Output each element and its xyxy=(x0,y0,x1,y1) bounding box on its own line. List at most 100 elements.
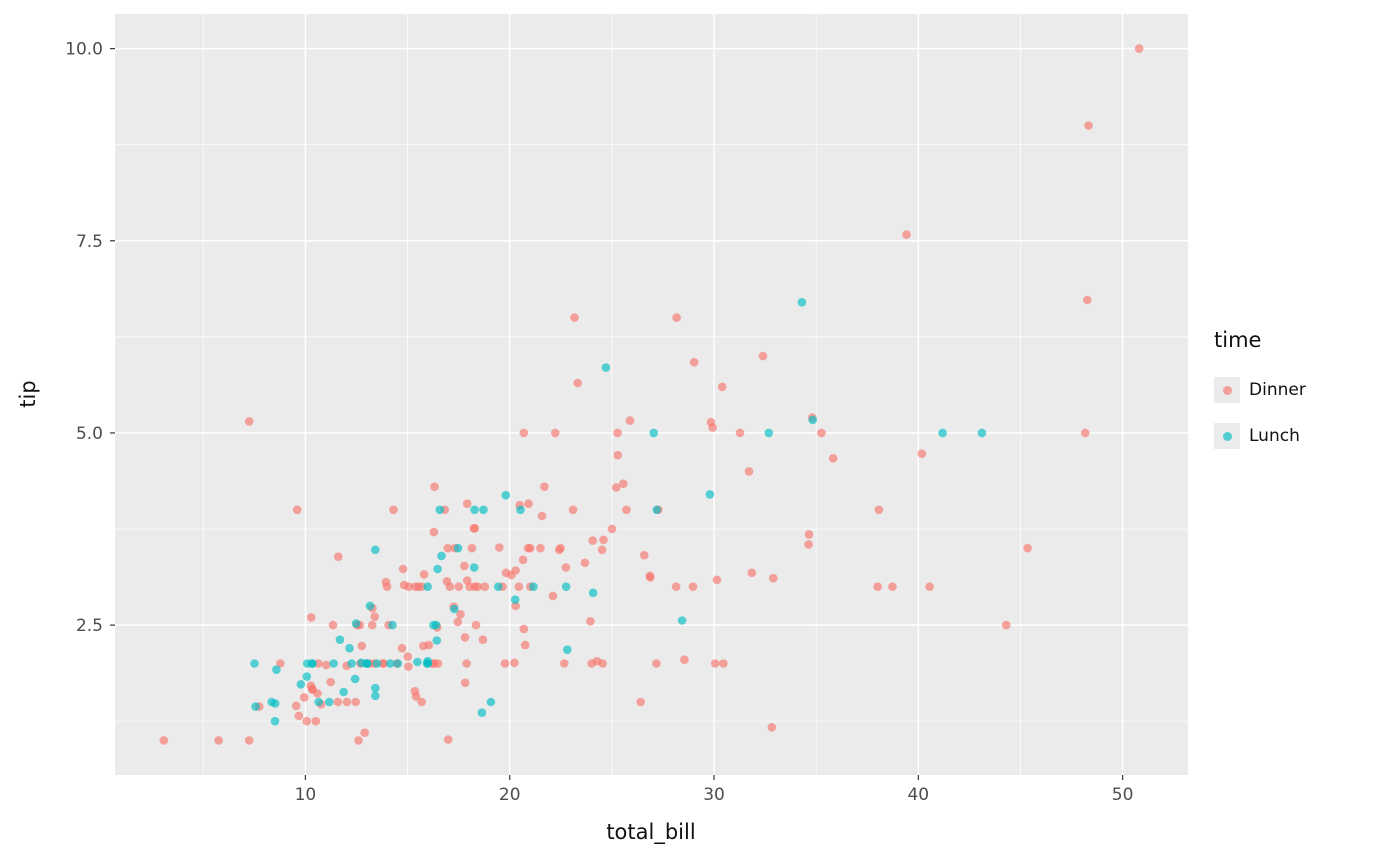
data-point xyxy=(437,551,446,561)
data-point xyxy=(706,417,716,427)
data-point xyxy=(462,576,472,585)
data-point xyxy=(460,678,470,688)
data-point xyxy=(580,558,590,568)
data-point xyxy=(560,659,569,668)
data-point xyxy=(417,697,427,707)
data-point xyxy=(385,659,395,668)
x-tick-label: 30 xyxy=(703,785,725,805)
data-point xyxy=(292,505,302,515)
data-point xyxy=(652,505,662,515)
data-point xyxy=(519,428,529,438)
data-point xyxy=(514,582,524,591)
data-point xyxy=(339,687,348,697)
data-point xyxy=(325,697,334,707)
data-point xyxy=(314,697,324,707)
data-point xyxy=(371,545,380,555)
data-point xyxy=(507,570,516,580)
data-point xyxy=(419,570,429,579)
grid-minor xyxy=(115,14,1188,775)
data-point xyxy=(563,645,572,654)
data-point xyxy=(351,697,361,707)
data-point xyxy=(1084,121,1093,130)
legend-key-lunch xyxy=(1214,423,1240,449)
data-point xyxy=(351,619,361,628)
data-point xyxy=(649,428,658,438)
data-point xyxy=(429,527,439,537)
data-point xyxy=(486,697,496,707)
data-point xyxy=(570,313,579,322)
data-point xyxy=(335,635,345,644)
data-point xyxy=(672,313,681,322)
data-point xyxy=(270,716,280,726)
data-point xyxy=(573,378,582,388)
data-point xyxy=(636,697,645,707)
data-point xyxy=(250,659,259,668)
data-point xyxy=(403,652,413,661)
data-point xyxy=(454,582,464,591)
data-point xyxy=(347,659,356,668)
data-point xyxy=(510,595,520,604)
data-point xyxy=(529,582,538,591)
data-point xyxy=(367,620,377,630)
legend-label-lunch: Lunch xyxy=(1249,426,1300,446)
data-point xyxy=(519,624,529,634)
data-point xyxy=(307,613,316,622)
data-point xyxy=(717,382,727,392)
x-tick-label: 10 xyxy=(295,785,317,805)
data-point xyxy=(365,601,375,611)
data-point xyxy=(917,449,927,459)
data-point xyxy=(450,604,459,614)
data-point xyxy=(244,417,254,426)
data-point xyxy=(710,659,720,668)
data-point xyxy=(767,723,777,732)
data-point xyxy=(613,450,623,460)
data-point xyxy=(445,582,455,591)
legend-label-dinner: Dinner xyxy=(1249,380,1306,400)
data-point xyxy=(518,555,528,565)
data-point xyxy=(462,499,472,509)
data-point xyxy=(671,582,681,591)
data-point xyxy=(561,582,571,591)
data-point xyxy=(477,708,487,717)
data-point xyxy=(470,505,479,515)
data-point xyxy=(645,571,655,581)
data-point xyxy=(462,659,471,668)
data-point xyxy=(536,543,545,553)
data-point xyxy=(302,716,312,726)
data-point xyxy=(601,363,611,372)
data-point xyxy=(540,482,549,492)
data-point xyxy=(414,582,423,591)
data-point xyxy=(469,524,479,533)
data-point xyxy=(423,582,432,591)
data-point xyxy=(430,482,439,492)
x-tick-label: 50 xyxy=(1112,785,1134,805)
data-point xyxy=(328,620,338,630)
data-point xyxy=(719,659,728,668)
series-lunch xyxy=(250,298,987,726)
data-point xyxy=(480,582,490,591)
data-point xyxy=(362,659,372,668)
data-point xyxy=(469,563,479,572)
data-point xyxy=(797,298,807,307)
data-point xyxy=(537,511,547,521)
axis-ticks xyxy=(110,47,1124,780)
data-point xyxy=(398,564,408,574)
legend: time Dinner Lunch xyxy=(1214,328,1306,464)
data-point xyxy=(393,659,403,668)
data-point xyxy=(357,641,367,651)
data-point xyxy=(516,505,525,515)
data-point xyxy=(817,428,826,438)
data-point xyxy=(456,610,465,619)
data-point xyxy=(478,635,488,644)
data-point xyxy=(804,530,814,539)
data-point xyxy=(471,620,481,630)
data-point xyxy=(272,665,281,674)
data-point xyxy=(460,633,470,642)
y-tick-labels: 2.5 5.0 7.5 10.0 xyxy=(65,40,103,637)
y-axis-title: tip xyxy=(16,380,40,408)
y-tick-label: 7.5 xyxy=(76,232,103,252)
data-point xyxy=(588,588,598,598)
data-point xyxy=(443,543,453,553)
lunch-point-icon xyxy=(1222,431,1232,441)
data-point xyxy=(548,591,558,601)
